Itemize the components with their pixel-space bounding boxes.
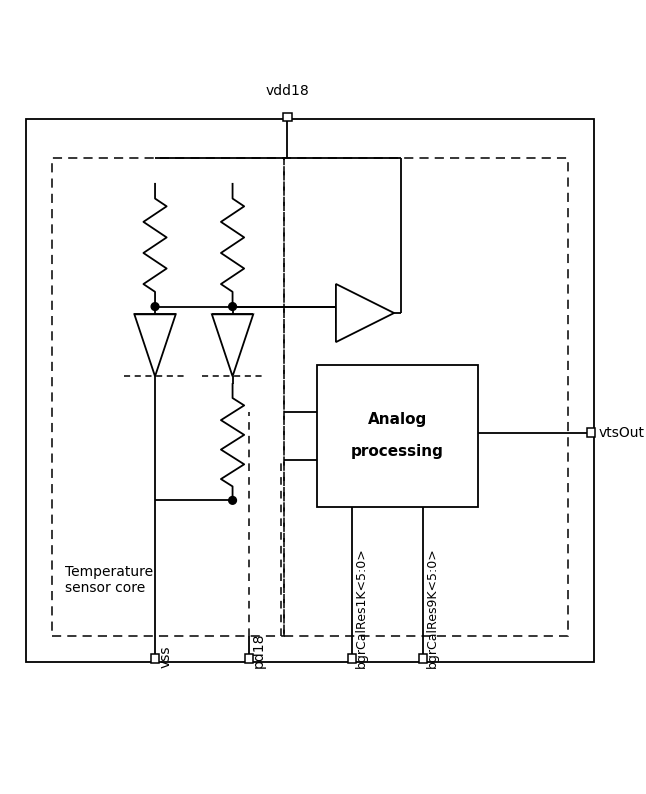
Text: vtsOut: vtsOut <box>599 426 645 440</box>
Bar <box>244 654 253 663</box>
Bar <box>348 654 357 663</box>
Text: bgrCalRes1K<5:0>: bgrCalRes1K<5:0> <box>355 548 368 669</box>
Circle shape <box>151 303 159 310</box>
Text: Analog: Analog <box>368 412 427 427</box>
Circle shape <box>229 303 236 310</box>
Circle shape <box>229 496 236 504</box>
Bar <box>284 158 568 636</box>
Bar <box>52 158 284 636</box>
Bar <box>419 654 428 663</box>
Bar <box>26 119 594 662</box>
Bar <box>317 364 478 507</box>
Bar <box>587 428 596 437</box>
Bar <box>151 654 159 663</box>
Bar <box>284 113 292 121</box>
Text: vdd18: vdd18 <box>266 84 309 98</box>
Text: pd18: pd18 <box>252 633 266 669</box>
Text: vss: vss <box>158 646 172 669</box>
Polygon shape <box>336 284 394 342</box>
Text: bgrCalRes9K<5:0>: bgrCalRes9K<5:0> <box>426 548 439 669</box>
Text: Temperature
sensor core: Temperature sensor core <box>65 565 152 596</box>
Text: processing: processing <box>351 445 444 460</box>
